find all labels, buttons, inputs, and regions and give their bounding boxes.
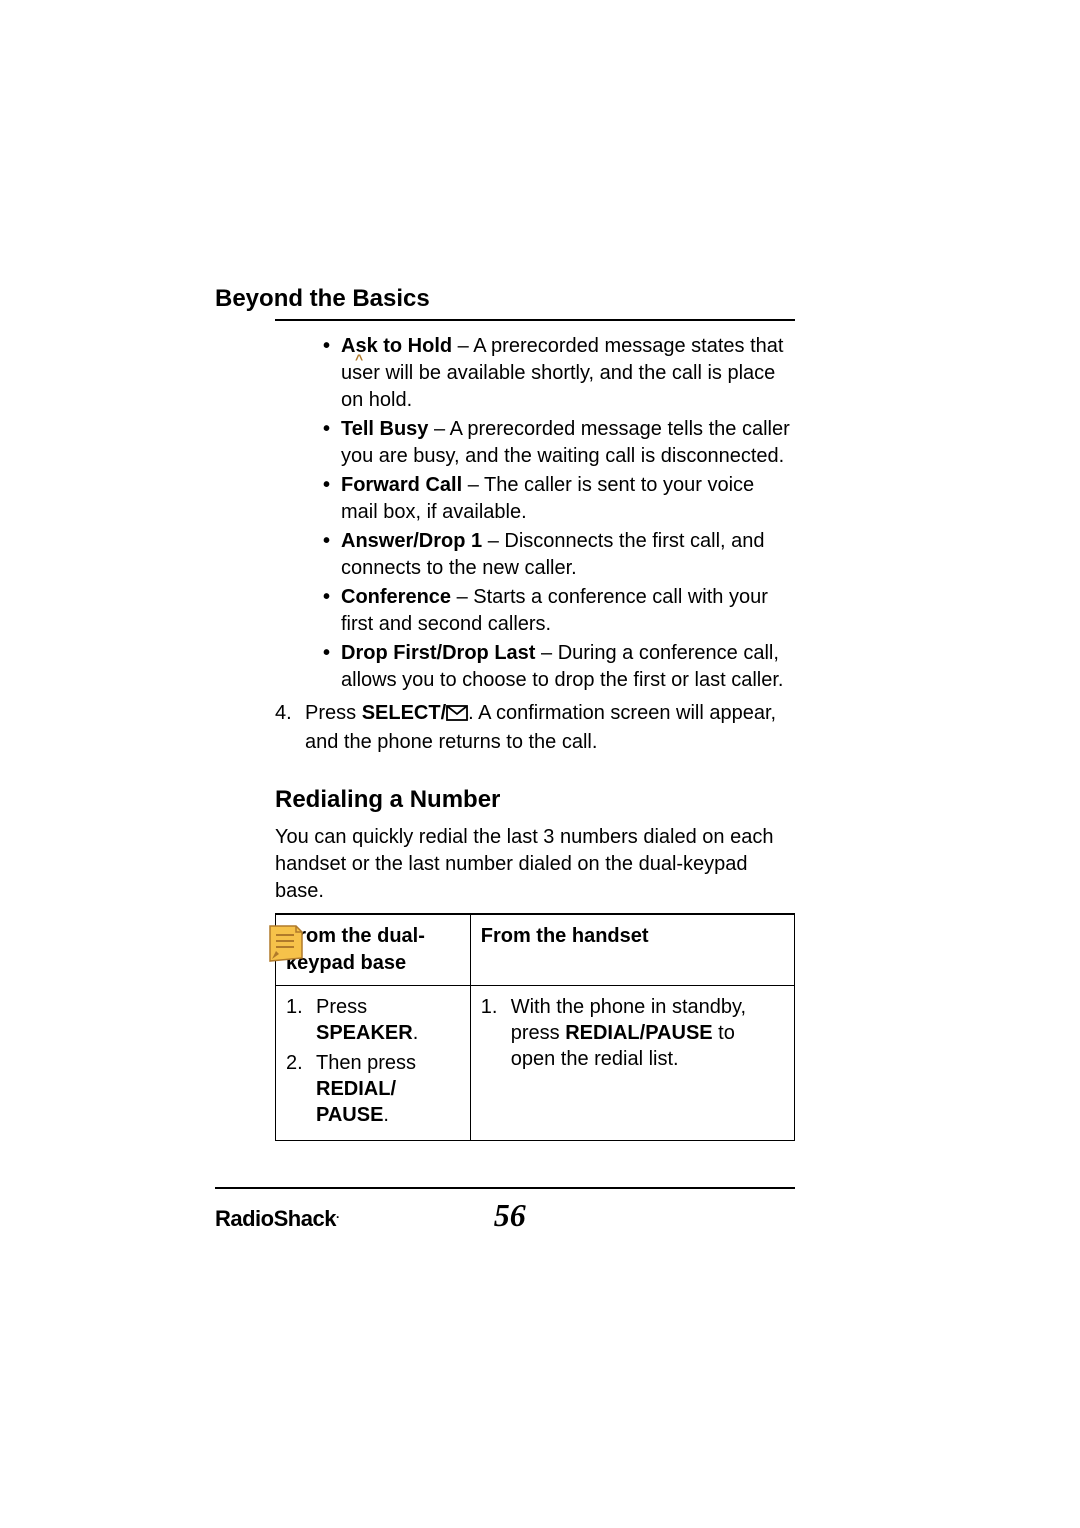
- step-num: 1.: [286, 994, 303, 1020]
- step-post: .: [413, 1022, 419, 1044]
- envelope-icon: [446, 702, 468, 729]
- redial-table: From the dual-keypad base From the hands…: [275, 913, 795, 1141]
- section-body: ^ Ask to Hold – A prerecorded message st…: [275, 333, 795, 1141]
- note-icon: [266, 923, 306, 963]
- table-step: 1. Press SPEAKER.: [286, 994, 460, 1046]
- table-step: 1.With the phone in standby, press REDIA…: [481, 994, 784, 1072]
- option-item: Ask to Hold – A prerecorded message stat…: [323, 333, 795, 414]
- table-header-left: From the dual-keypad base: [276, 914, 471, 986]
- page-footer: RadioShack. 56: [215, 1197, 795, 1234]
- option-term: Conference: [341, 586, 451, 608]
- options-list: Ask to Hold – A prerecorded message stat…: [275, 333, 795, 694]
- option-item: Drop First/Drop Last – During a conferen…: [323, 640, 795, 694]
- option-item: Forward Call – The caller is sent to you…: [323, 472, 795, 526]
- table-header-right: From the handset: [470, 914, 794, 986]
- th-left-text: From the dual-keypad base: [286, 925, 425, 974]
- option-item: Tell Busy – A prerecorded message tells …: [323, 416, 795, 470]
- step-number: 4.: [275, 700, 292, 727]
- subsection-intro: You can quickly redial the last 3 number…: [275, 824, 795, 905]
- step-text-bold: SELECT/: [362, 702, 446, 724]
- step-text-pre: Press: [305, 702, 362, 724]
- table-header-row: From the dual-keypad base From the hands…: [276, 914, 795, 986]
- manual-page: Beyond the Basics ^ Ask to Hold – A prer…: [215, 285, 795, 1234]
- footer-rule: [215, 1187, 795, 1189]
- step-num: 2.: [286, 1050, 303, 1076]
- option-term: Ask to Hold: [341, 335, 452, 357]
- step-pre: Press: [316, 996, 367, 1018]
- section-title: Beyond the Basics: [215, 285, 795, 313]
- section-rule: [275, 319, 795, 321]
- table-row: 1.Press SPEAKER.2.Then press REDIAL/ PAU…: [276, 986, 795, 1141]
- brand-logo: RadioShack.: [215, 1206, 339, 1232]
- step-pre: Then press: [316, 1052, 416, 1074]
- table-step: 2.Then press REDIAL/ PAUSE.: [286, 1050, 460, 1128]
- table-cell-right: 1.With the phone in standby, press REDIA…: [470, 986, 794, 1141]
- step-bold: SPEAKER: [316, 1022, 413, 1044]
- subsection-title: Redialing a Number: [275, 784, 795, 816]
- option-term: Answer/Drop 1: [341, 530, 482, 552]
- option-term: Tell Busy: [341, 418, 428, 440]
- option-item: Conference – Starts a conference call wi…: [323, 584, 795, 638]
- page-number: 56: [494, 1197, 526, 1234]
- step-num: 1.: [481, 994, 498, 1020]
- table-cell-left: 1.Press SPEAKER.2.Then press REDIAL/ PAU…: [276, 986, 471, 1141]
- option-item: Answer/Drop 1 – Disconnects the first ca…: [323, 528, 795, 582]
- step-bold: REDIAL/PAUSE: [565, 1022, 712, 1044]
- step-4: 4. Press SELECT/. A confirmation screen …: [275, 700, 795, 756]
- option-term: Drop First/Drop Last: [341, 642, 535, 664]
- option-term: Forward Call: [341, 474, 462, 496]
- step-post: .: [383, 1104, 389, 1126]
